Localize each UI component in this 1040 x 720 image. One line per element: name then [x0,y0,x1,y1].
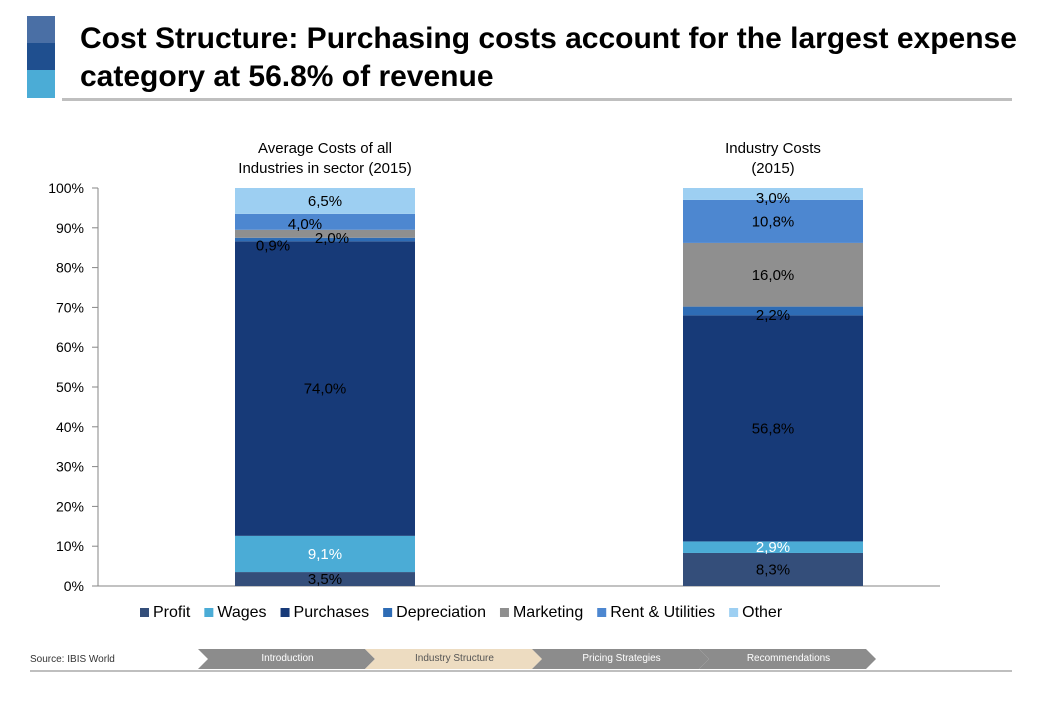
bar-segment-wages [235,535,415,573]
nav-label-industry-structure: Industry Structure [415,653,494,664]
category-title: (2015) [751,160,794,177]
data-label: 2,2% [756,307,790,324]
bar-segment-wages [683,541,863,553]
y-tick-label: 20% [56,498,84,514]
data-label: 0,9% [256,238,290,255]
data-label: 2,9% [756,539,790,556]
legend-label: Depreciation [396,604,486,621]
data-label: 4,0% [288,216,322,233]
nav-step-recommendations[interactable] [699,649,876,669]
y-tick-label: 100% [48,180,84,196]
y-tick-label: 0% [64,578,84,594]
legend-label: Wages [217,604,266,621]
y-tick-label: 40% [56,419,84,435]
bar-segment-profit [683,552,863,586]
y-tick-label: 90% [56,220,84,236]
legend-label: Marketing [513,604,583,621]
legend-swatch [499,608,509,617]
bar-segment-rent-utilities [683,199,863,243]
data-label: 9,1% [308,546,342,563]
y-tick-label: 10% [56,538,84,554]
legend-swatch [383,608,393,617]
data-label: 6,5% [308,193,342,210]
data-label: 56,8% [752,420,795,437]
bar-segment-purchases [235,241,415,536]
category-title: Industries in sector (2015) [238,160,411,177]
legend-label: Purchases [294,604,370,621]
nav-step-pricing-strategies[interactable] [532,649,709,669]
legend-swatch [729,608,739,617]
category-title: Average Costs of all [258,140,392,157]
bar-segment-rent-utilities [235,213,415,230]
legend-swatch [204,608,214,617]
legend-swatch [140,608,149,617]
bar-segment-depreciation [683,306,863,316]
y-tick-label: 50% [56,379,84,395]
bar-segment-purchases [683,315,863,542]
bar-segment-depreciation [235,237,415,242]
nav-label-pricing-strategies: Pricing Strategies [582,653,661,664]
title-accent-block-3 [27,70,55,98]
data-label: 3,5% [308,571,342,588]
nav-label-recommendations: Recommendations [746,653,831,664]
category-title: Industry Costs [725,140,821,157]
legend-swatch [280,608,290,617]
nav-step-industry-structure[interactable] [365,649,542,669]
bar-segment-marketing [683,242,863,307]
bar-segment-marketing [235,229,415,238]
data-label: 8,3% [756,561,790,578]
bar-segment-other [683,188,863,200]
data-label: 3,0% [756,190,790,207]
title-accent-block-1 [27,16,55,43]
y-tick-label: 70% [56,299,84,315]
legend-label: Rent & Utilities [610,604,715,621]
bottom-divider [30,670,1012,672]
nav-label-introduction: Introduction [261,653,314,664]
y-tick-label: 30% [56,459,84,475]
y-tick-label: 80% [56,260,84,276]
title-divider [62,98,1012,101]
legend-label: Other [742,604,783,621]
data-label: 2,0% [315,230,349,247]
legend-swatch [597,608,607,617]
stacked-bar-chart: 0% 10% 20% 30% 40% 50% 60% 70% 80% 90% 100% Average… [48,140,940,621]
title-accent-block-2 [27,43,55,70]
legend-label: Profit [153,604,191,621]
data-label: 74,0% [304,381,347,398]
data-label: 16,0% [752,267,795,284]
data-label: 10,8% [752,213,795,230]
bar-segment-profit [235,572,415,586]
source-note: Source: IBIS World [30,654,115,665]
nav-step-introduction[interactable] [198,649,375,669]
y-tick-label: 60% [56,339,84,355]
slide-title: Cost Structure: Purchasing costs account… [80,22,1017,93]
bar-segment-other [235,188,415,214]
